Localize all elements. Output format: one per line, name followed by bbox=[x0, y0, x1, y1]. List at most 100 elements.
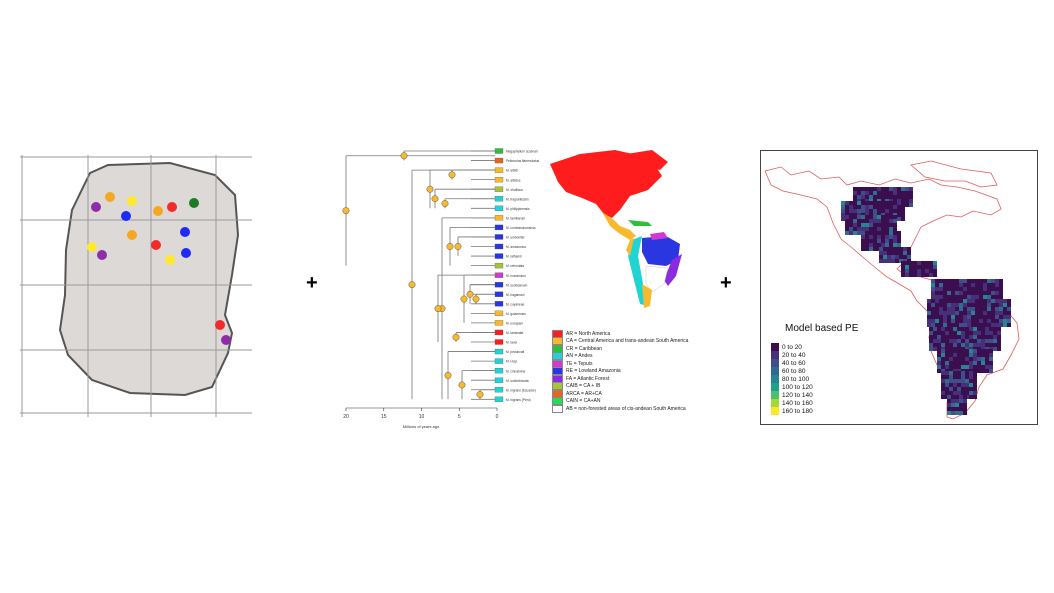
occurrence-point bbox=[127, 196, 137, 206]
pe-cell bbox=[907, 255, 911, 259]
pe-legend-item: 80 to 100 bbox=[771, 375, 813, 383]
pe-cell bbox=[959, 283, 963, 287]
pe-cell bbox=[963, 403, 967, 407]
tip-state-box bbox=[494, 301, 504, 307]
pe-cell bbox=[979, 279, 983, 283]
pe-cell bbox=[965, 353, 969, 357]
species-range-polygon bbox=[58, 161, 240, 397]
legend-swatch bbox=[771, 343, 779, 351]
pe-cell bbox=[897, 231, 901, 235]
ancestral-node-pie bbox=[466, 290, 474, 298]
pe-cell bbox=[879, 259, 883, 263]
tip-label: M. manzinium bbox=[506, 274, 526, 278]
atlantic-forest-region bbox=[664, 254, 682, 286]
pe-cell bbox=[951, 411, 955, 415]
pe-cell bbox=[949, 365, 953, 369]
pe-cell bbox=[991, 307, 995, 311]
pe-cell bbox=[897, 201, 901, 205]
pe-cell bbox=[861, 209, 865, 213]
tip-state-box bbox=[494, 177, 504, 183]
pe-cell bbox=[861, 223, 865, 227]
pe-cell bbox=[869, 231, 873, 235]
tip-label: M. refrontata bbox=[506, 264, 524, 268]
pe-cell bbox=[987, 295, 991, 299]
pe-cell bbox=[973, 365, 977, 369]
pe-cell bbox=[961, 371, 965, 375]
pe-cell bbox=[873, 205, 877, 209]
pe-cell bbox=[891, 255, 895, 259]
pe-cell bbox=[949, 327, 953, 331]
pe-cell bbox=[921, 273, 925, 277]
pe-cell bbox=[889, 209, 893, 213]
pe-cell bbox=[999, 311, 1003, 315]
pe-cell bbox=[979, 287, 983, 291]
pe-cell bbox=[991, 299, 995, 303]
pe-raster-map bbox=[764, 160, 1020, 420]
pe-cell bbox=[953, 331, 957, 335]
pe-legend-item: 140 to 160 bbox=[771, 399, 813, 407]
pe-cell bbox=[967, 291, 971, 295]
pe-cell bbox=[969, 327, 973, 331]
pe-cell bbox=[897, 209, 901, 213]
pe-cell bbox=[943, 283, 947, 287]
legend-label: 0 to 20 bbox=[782, 343, 802, 351]
pe-cell bbox=[943, 291, 947, 295]
plus-sign: + bbox=[306, 272, 318, 294]
pe-cell bbox=[925, 269, 929, 273]
pe-cell bbox=[987, 303, 991, 307]
pe-cell bbox=[955, 303, 959, 307]
legend-label: 20 to 40 bbox=[782, 351, 806, 359]
pe-cell bbox=[949, 335, 953, 339]
tip-label: M. albidi bbox=[506, 169, 518, 173]
pe-cell bbox=[881, 223, 885, 227]
pe-cell bbox=[901, 265, 905, 269]
tip-label: M. nigrans (Peru) bbox=[506, 398, 531, 402]
tip-label: M. amazonica bbox=[506, 245, 526, 249]
pe-cell bbox=[959, 395, 963, 399]
pe-cell bbox=[989, 327, 993, 331]
pe-cell bbox=[933, 347, 937, 351]
pe-cell bbox=[995, 283, 999, 287]
plus-sign: + bbox=[720, 272, 732, 294]
pe-cell bbox=[963, 315, 967, 319]
pe-cell bbox=[905, 199, 909, 203]
pe-cell bbox=[935, 291, 939, 295]
pe-cell bbox=[983, 315, 987, 319]
pe-cell bbox=[873, 227, 877, 231]
pe-cell bbox=[917, 273, 921, 277]
pe-cell bbox=[997, 343, 1001, 347]
pe-cell bbox=[913, 261, 917, 265]
pe-cell bbox=[951, 299, 955, 303]
pe-cell bbox=[933, 261, 937, 265]
pe-cell bbox=[1003, 303, 1007, 307]
pe-cell bbox=[993, 335, 997, 339]
pe-cell bbox=[965, 365, 969, 369]
legend-label: 80 to 100 bbox=[782, 375, 810, 383]
tip-state-box bbox=[494, 186, 504, 192]
pe-cell bbox=[885, 227, 889, 231]
ancestral-node-pie bbox=[431, 195, 439, 203]
pe-cell bbox=[873, 195, 877, 199]
pe-cell bbox=[885, 195, 889, 199]
pe-cell bbox=[935, 283, 939, 287]
pe-cell bbox=[869, 239, 873, 243]
pe-cell bbox=[873, 187, 877, 191]
pe-cell bbox=[965, 357, 969, 361]
pe-cell bbox=[965, 343, 969, 347]
pe-cell bbox=[927, 307, 931, 311]
pe-cell bbox=[975, 303, 979, 307]
pe-cell bbox=[869, 191, 873, 195]
pe-cell bbox=[879, 247, 883, 251]
pe-cell bbox=[999, 287, 1003, 291]
pe-cell bbox=[869, 227, 873, 231]
pe-cell bbox=[1003, 323, 1007, 327]
pe-cell bbox=[861, 215, 865, 219]
region-legend-item: AB = non-forested areas of cis-andean So… bbox=[552, 404, 688, 413]
pe-cell bbox=[885, 191, 889, 195]
region-legend-item: ARCA = AR+CA bbox=[552, 389, 688, 398]
pe-cell bbox=[975, 283, 979, 287]
pe-cell bbox=[977, 339, 981, 343]
pe-cell bbox=[873, 209, 877, 213]
axis-tick-label: 20 bbox=[343, 414, 349, 420]
pe-cell bbox=[889, 187, 893, 191]
